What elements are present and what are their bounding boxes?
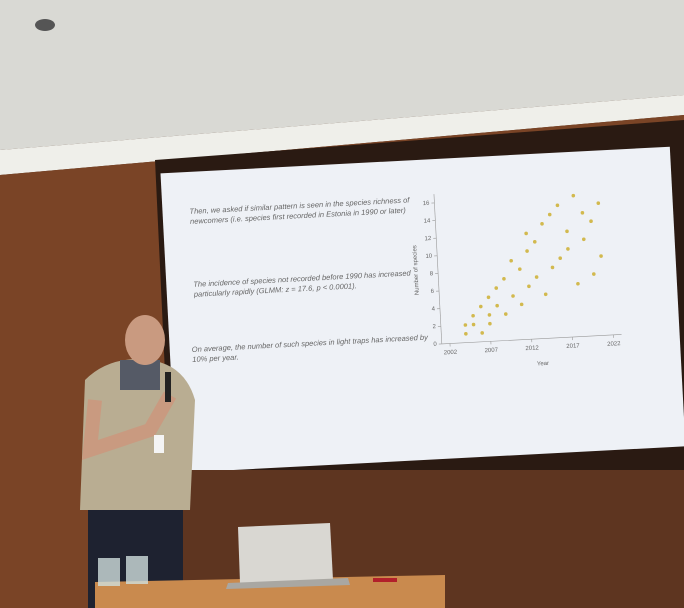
x-tick-label: 2007 xyxy=(485,348,499,355)
pen xyxy=(373,578,397,582)
x-axis-label: Year xyxy=(537,361,549,368)
page: Then, we asked if similar pattern is see… xyxy=(0,0,684,608)
y-tick-label: 12 xyxy=(424,236,432,242)
head xyxy=(125,315,165,365)
x-tick-label: 2022 xyxy=(607,341,621,348)
photo: Then, we asked if similar pattern is see… xyxy=(0,0,684,608)
shirt xyxy=(120,360,160,390)
badge xyxy=(154,435,164,453)
y-tick-label: 10 xyxy=(425,254,433,260)
para-box: Then, we asked if similar pattern is see… xyxy=(189,194,432,266)
slide: Then, we asked if similar pattern is see… xyxy=(160,147,684,473)
y-tick-label: 16 xyxy=(423,201,431,207)
glass xyxy=(98,558,120,586)
x-tick-label: 2012 xyxy=(525,345,539,352)
microphone xyxy=(165,372,171,402)
ceiling-light xyxy=(35,19,55,31)
x-tick-label: 2017 xyxy=(566,343,580,350)
x-tick-label: 2002 xyxy=(444,350,458,357)
y-tick-label: 14 xyxy=(424,218,432,224)
glass xyxy=(126,556,148,584)
laptop xyxy=(238,523,333,583)
